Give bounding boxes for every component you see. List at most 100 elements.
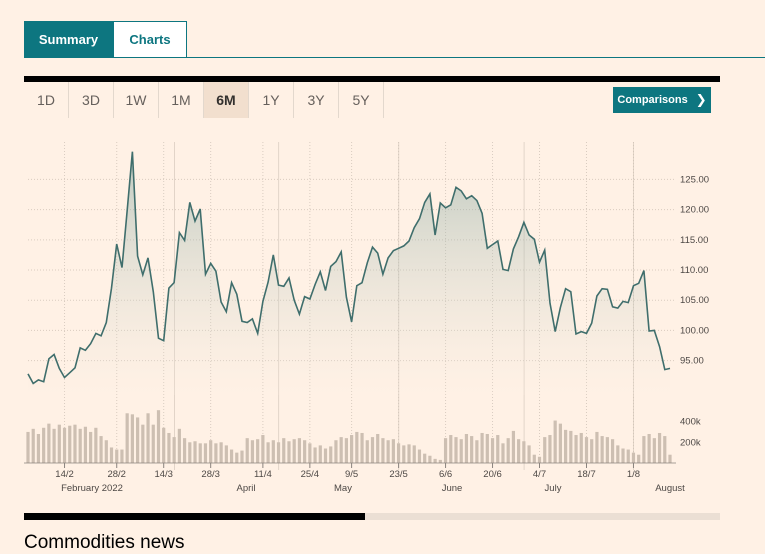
range-button-1m[interactable]: 1M bbox=[159, 82, 204, 118]
x-tick-label: 4/7 bbox=[533, 469, 546, 480]
volume-bar bbox=[172, 437, 176, 463]
volume-bar bbox=[564, 429, 568, 463]
volume-bar bbox=[616, 445, 620, 463]
month-label: July bbox=[545, 483, 562, 494]
volume-bar bbox=[177, 428, 181, 463]
volume-bar bbox=[68, 425, 72, 463]
volume-bar bbox=[631, 452, 636, 463]
volume-bar bbox=[642, 436, 646, 463]
comparisons-button[interactable]: Comparisons ❯ bbox=[613, 87, 711, 113]
month-label: May bbox=[334, 483, 352, 494]
volume-bar bbox=[532, 454, 536, 463]
volume-bar bbox=[229, 449, 234, 463]
volume-bar bbox=[26, 431, 30, 463]
volume-bar bbox=[454, 437, 458, 463]
volume-bar bbox=[156, 410, 161, 463]
volume-bar bbox=[511, 430, 516, 463]
volume-bar bbox=[214, 443, 218, 463]
range-button-5y[interactable]: 5Y bbox=[339, 82, 384, 118]
y-tick-label: 115.00 bbox=[680, 235, 708, 246]
volume-bar bbox=[141, 424, 145, 463]
volume-bar bbox=[449, 435, 453, 463]
volume-bar bbox=[553, 420, 557, 463]
range-button-3d[interactable]: 3D bbox=[69, 82, 114, 118]
volume-bar bbox=[344, 438, 348, 463]
volume-bar bbox=[402, 445, 406, 463]
volume-bar bbox=[292, 439, 296, 463]
volume-bar bbox=[433, 458, 437, 463]
range-button-1y[interactable]: 1Y bbox=[249, 82, 294, 118]
volume-tick-label: 200k bbox=[680, 437, 701, 448]
volume-bar bbox=[42, 427, 46, 463]
volume-bar bbox=[459, 439, 463, 463]
volume-bar bbox=[261, 435, 265, 463]
month-label: February 2022 bbox=[61, 483, 123, 494]
y-tick-label: 95.00 bbox=[680, 356, 704, 367]
volume-tick-label: 400k bbox=[680, 417, 701, 428]
volume-bar bbox=[376, 434, 380, 463]
volume-bar bbox=[417, 449, 422, 463]
volume-bar bbox=[256, 439, 260, 463]
volume-bar bbox=[590, 439, 594, 463]
volume-bar bbox=[120, 449, 124, 463]
x-tick-label: 23/5 bbox=[389, 469, 408, 480]
volume-bar bbox=[250, 440, 255, 463]
volume-bar bbox=[329, 446, 333, 463]
volume-bar bbox=[569, 430, 573, 463]
volume-bar bbox=[151, 424, 155, 463]
range-button-3y[interactable]: 3Y bbox=[294, 82, 339, 118]
volume-bar bbox=[522, 441, 526, 463]
price-chart[interactable]: 125.00 120.00 115.00 110.00 105.00 100.00 95.0… bbox=[0, 0, 765, 505]
volume-bar bbox=[276, 442, 281, 463]
volume-bar bbox=[428, 455, 432, 463]
volume-bar bbox=[193, 441, 197, 463]
volume-bar bbox=[52, 428, 56, 463]
tab-summary[interactable]: Summary bbox=[24, 21, 113, 57]
volume-bar bbox=[657, 432, 662, 463]
volume-bar bbox=[355, 431, 359, 463]
volume-bar bbox=[182, 438, 187, 463]
volume-bar bbox=[501, 443, 505, 463]
volume-bar bbox=[605, 437, 609, 463]
volume-bar bbox=[360, 432, 364, 463]
y-tick-label: 120.00 bbox=[680, 205, 709, 216]
range-button-1w[interactable]: 1W bbox=[114, 82, 159, 118]
volume-bar bbox=[386, 440, 390, 463]
scrollbar-thumb[interactable] bbox=[24, 513, 365, 520]
volume-bar bbox=[235, 452, 239, 463]
volume-bar bbox=[62, 427, 67, 463]
x-tick-label: 9/5 bbox=[345, 469, 358, 480]
tab-underline bbox=[24, 57, 765, 58]
volume-bar bbox=[480, 432, 484, 463]
volume-bar bbox=[167, 432, 171, 463]
range-selector: 1D 3D 1W 1M 6M 1Y 3Y 5Y bbox=[24, 82, 384, 118]
volume-bar bbox=[548, 435, 552, 463]
volume-bar bbox=[443, 438, 448, 463]
horizontal-scrollbar[interactable] bbox=[24, 513, 720, 520]
month-label: August bbox=[655, 483, 685, 494]
volume-bar bbox=[475, 440, 479, 463]
volume-bar bbox=[188, 442, 192, 463]
volume-bar bbox=[109, 447, 114, 463]
volume-bar bbox=[621, 448, 625, 463]
range-button-6m[interactable]: 6M bbox=[204, 82, 249, 118]
volume-bar bbox=[47, 423, 51, 463]
volume-bar bbox=[350, 435, 354, 463]
volume-bar bbox=[381, 438, 385, 463]
volume-bar bbox=[517, 439, 521, 463]
price-line bbox=[27, 151, 671, 385]
tab-charts[interactable]: Charts bbox=[113, 21, 187, 57]
x-axis-ticks: 14/2 28/2 14/3 28/3 11/4 25/4 9/5 23/5 6/6 20/6 4/… bbox=[24, 462, 685, 494]
volume-bar bbox=[637, 454, 641, 463]
volume-bar bbox=[574, 435, 578, 463]
volume-bar bbox=[464, 434, 469, 463]
volume-bar bbox=[94, 427, 98, 463]
volume-bar bbox=[334, 440, 338, 463]
volume-bar bbox=[297, 438, 302, 463]
volume-bar bbox=[584, 437, 589, 463]
volume-bar bbox=[78, 428, 82, 463]
volume-bar bbox=[57, 424, 61, 463]
volume-bar bbox=[73, 424, 77, 463]
volume-bar bbox=[370, 437, 375, 463]
range-button-1d[interactable]: 1D bbox=[24, 82, 69, 118]
